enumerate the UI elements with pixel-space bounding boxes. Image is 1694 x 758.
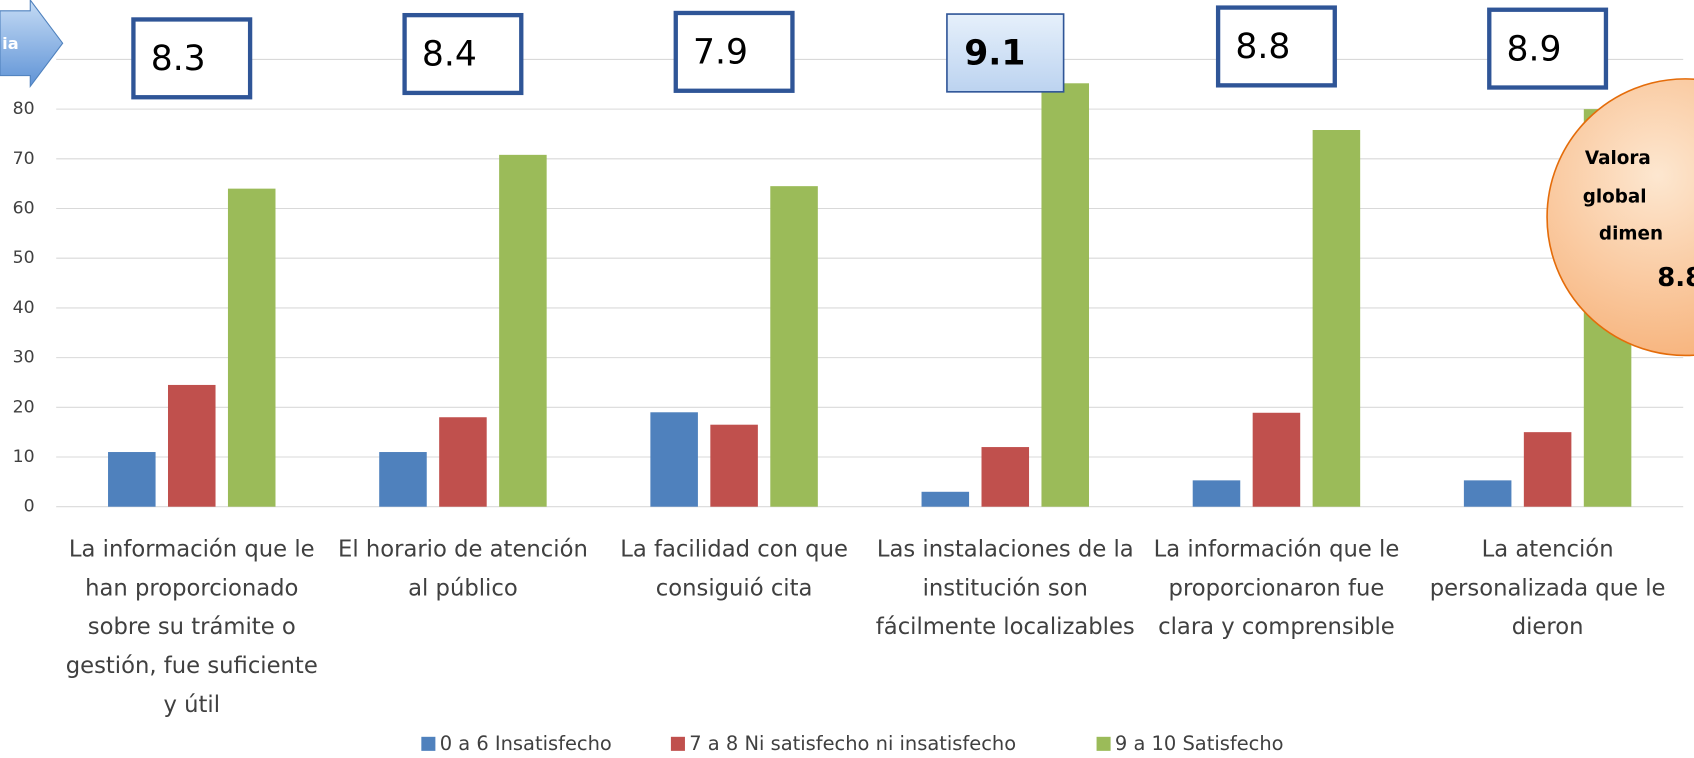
bubble xyxy=(1546,78,1694,357)
bar xyxy=(710,424,758,507)
legend-label: 7 a 8 Ni satisfecho ni insatisfecho xyxy=(689,732,1016,755)
y-tick-label: 60 xyxy=(13,199,35,219)
x-tick-label: La información que le han proporcionado … xyxy=(65,535,318,718)
score-label: 8.3 xyxy=(151,39,206,79)
score-box xyxy=(1215,5,1337,88)
arrow xyxy=(0,0,64,89)
bar xyxy=(1312,129,1361,507)
score-box xyxy=(1487,7,1609,90)
y-tick-label: 30 xyxy=(13,348,35,368)
legend-swatch xyxy=(1096,736,1111,751)
legend-label: 0 a 6 Insatisfecho xyxy=(440,732,612,755)
bar xyxy=(770,186,818,507)
y-tick-label: 20 xyxy=(13,397,35,417)
arrow-label: ia xyxy=(2,34,18,53)
score-label: 8.9 xyxy=(1507,29,1562,69)
score-label: 8.8 xyxy=(1235,27,1290,67)
score-label: 8.4 xyxy=(422,35,477,75)
bar xyxy=(1041,83,1089,507)
bubble-text: global xyxy=(1583,187,1647,208)
score-label: 7.9 xyxy=(693,33,748,73)
bar xyxy=(1252,412,1301,507)
x-tick-label: El horario de atención al público xyxy=(338,535,588,601)
bar xyxy=(167,384,216,507)
score-box xyxy=(673,10,795,93)
y-tick-label: 40 xyxy=(13,298,35,318)
x-tick-label-box: Las instalaciones de la institución son … xyxy=(875,535,1135,640)
score-box xyxy=(402,12,524,96)
x-tick-label-box: La atención personalizada que le dieron xyxy=(1429,535,1666,640)
y-tick-label: 50 xyxy=(13,248,35,268)
y-tick-label: 10 xyxy=(13,447,35,467)
bar xyxy=(921,491,970,507)
bar xyxy=(379,452,427,507)
x-tick-label-box: La información que le han proporcionado … xyxy=(65,535,318,718)
x-tick-label-box: El horario de atención al público xyxy=(338,535,588,601)
bubble-text: 8.8 xyxy=(1657,263,1694,293)
bar xyxy=(1192,480,1241,507)
bar xyxy=(650,412,698,507)
x-tick-label: La información que le proporcionaron fue… xyxy=(1153,535,1400,640)
x-tick-label: Las instalaciones de la institución son … xyxy=(875,535,1135,640)
y-tick-label: 70 xyxy=(13,149,35,169)
score-box xyxy=(946,13,1065,93)
legend-label: 9 a 10 Satisfecho xyxy=(1115,732,1284,755)
x-tick-label-box: La facilidad con que consiguió cita xyxy=(620,535,848,601)
legend-swatch xyxy=(670,736,685,751)
x-tick-label: La atención personalizada que le dieron xyxy=(1429,535,1666,640)
y-tick-label: 0 xyxy=(24,497,35,517)
x-tick-label: La facilidad con que consiguió cita xyxy=(620,535,848,601)
bar xyxy=(499,154,547,507)
bar xyxy=(108,452,156,507)
bubble-text: Valora xyxy=(1585,148,1651,169)
score-box xyxy=(131,17,253,100)
bubble-text: dimen xyxy=(1599,223,1663,244)
x-tick-label-box: La información que le proporcionaron fue… xyxy=(1153,535,1400,640)
bar xyxy=(981,447,1030,507)
bar xyxy=(439,417,487,507)
bar xyxy=(227,188,276,507)
y-tick-label: 80 xyxy=(13,99,35,119)
score-label: 9.1 xyxy=(964,34,1025,74)
bar xyxy=(1463,480,1512,507)
legend-swatch xyxy=(421,736,436,751)
bar xyxy=(1523,432,1572,507)
